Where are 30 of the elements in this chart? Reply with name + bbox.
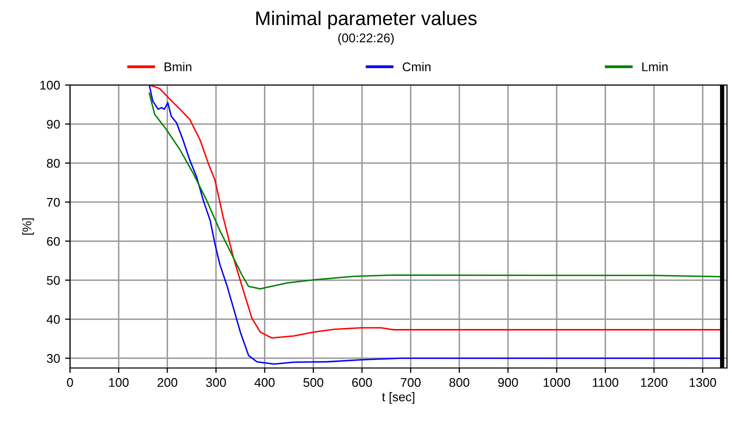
x-tick-label: 700	[400, 378, 421, 387]
chart-title: Minimal parameter values	[256, 10, 477, 30]
y-tick-label: 90	[46, 120, 60, 129]
x-tick-label: 1100	[592, 378, 618, 387]
y-tick-label: 30	[46, 354, 60, 363]
legend-label: Cmin	[402, 62, 430, 72]
x-tick-label: 300	[206, 378, 226, 387]
x-tick-label: 0	[67, 378, 73, 387]
legend-label: Lmin	[642, 62, 668, 72]
x-tick-label: 900	[498, 378, 518, 387]
x-tick-label: 200	[158, 378, 178, 387]
y-tick-label: 60	[47, 236, 60, 246]
x-tick-label: 500	[303, 378, 324, 387]
x-tick-label: 1000	[544, 378, 570, 387]
y-tick-label: 50	[46, 276, 60, 285]
line-series	[148, 92, 723, 290]
y-tick-label: 100	[40, 80, 60, 90]
x-tick-label: 1200	[641, 378, 668, 387]
y-tick-label: 40	[46, 315, 60, 324]
x-tick-label: 1300	[690, 378, 716, 387]
chart-subtitle: (00:22:26)	[338, 33, 394, 45]
x-tick-label: 800	[449, 378, 470, 387]
x-axis-title: t [sec]	[382, 392, 414, 404]
y-tick-label: 70	[47, 198, 60, 207]
x-tick-label: 100	[109, 378, 129, 387]
x-tick-label: 400	[254, 378, 275, 387]
y-tick-label: 80	[46, 158, 60, 168]
x-tick-label: 600	[352, 378, 372, 387]
y-axis-title: [%]	[22, 218, 34, 235]
legend-label: Bmin	[164, 62, 192, 72]
